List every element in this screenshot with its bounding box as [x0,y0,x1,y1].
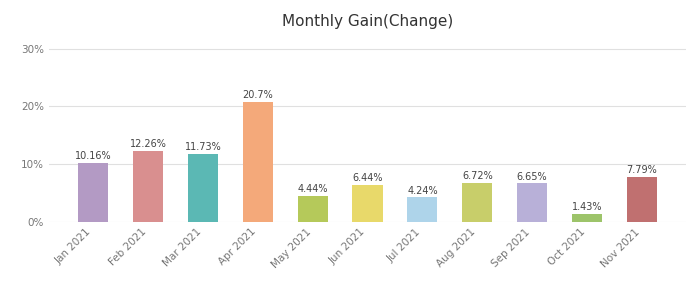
Bar [572,213,602,222]
Text: 1.43%: 1.43% [572,202,602,212]
Bar [188,154,218,222]
Bar [462,183,492,222]
Bar [627,177,657,222]
Text: 10.16%: 10.16% [75,151,111,161]
Bar [407,197,438,222]
Bar [243,102,273,222]
Text: 6.44%: 6.44% [352,173,383,183]
Text: 4.44%: 4.44% [298,184,328,194]
Text: 12.26%: 12.26% [130,139,167,149]
Bar [298,196,328,222]
Text: 7.79%: 7.79% [626,165,657,175]
Text: 6.65%: 6.65% [517,172,547,182]
Text: 20.7%: 20.7% [242,91,273,100]
Text: 4.24%: 4.24% [407,185,438,196]
Text: 11.73%: 11.73% [185,142,221,152]
Bar [517,183,547,222]
Bar [133,151,163,222]
Bar [78,163,108,222]
Text: 6.72%: 6.72% [462,171,493,181]
Bar [352,184,383,222]
Title: Monthly Gain(Change): Monthly Gain(Change) [282,14,453,29]
